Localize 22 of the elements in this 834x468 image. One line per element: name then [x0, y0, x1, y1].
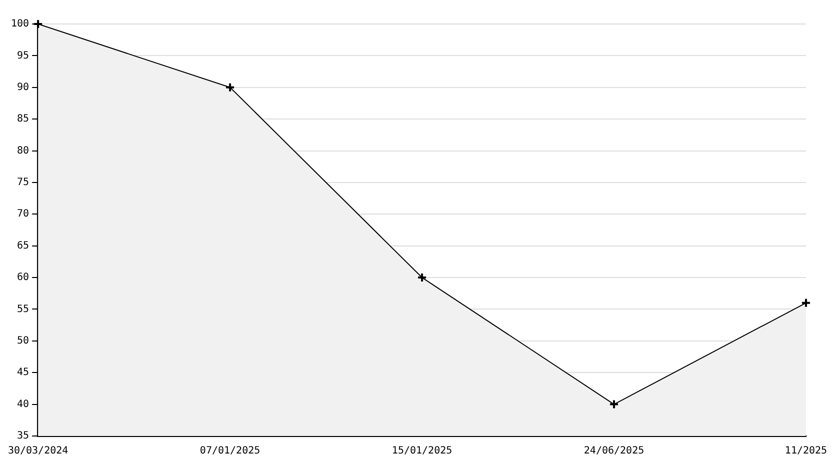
- x-tick-label: 11/2025: [784, 446, 828, 457]
- y-tick-label: 100: [11, 18, 30, 30]
- x-tick-label: 15/01/2025: [392, 446, 452, 457]
- y-tick-label: 70: [17, 208, 30, 220]
- y-tick-label: 50: [17, 336, 30, 347]
- x-tick-label: 24/06/2025: [584, 446, 644, 457]
- point: [417, 272, 428, 283]
- x-tick-label: 07/01/2025: [200, 446, 260, 457]
- y-tick-label: 40: [17, 398, 30, 410]
- y-tick-label: 65: [17, 240, 30, 252]
- point: [225, 82, 236, 92]
- y-tick-label: 90: [17, 82, 30, 93]
- point: [609, 399, 620, 410]
- y-tick-label: 85: [17, 114, 30, 125]
- y-tick-label: 55: [17, 304, 30, 315]
- y-tick-label: 45: [17, 367, 30, 378]
- y-tick-label: 80: [17, 145, 30, 156]
- x-tick-label: 30/03/2024: [8, 446, 68, 457]
- y-tick-label: 35: [17, 430, 30, 442]
- y-tick-label: 75: [17, 177, 30, 188]
- y-tick-label: 60: [17, 272, 30, 284]
- y-tick-label: 95: [17, 50, 30, 62]
